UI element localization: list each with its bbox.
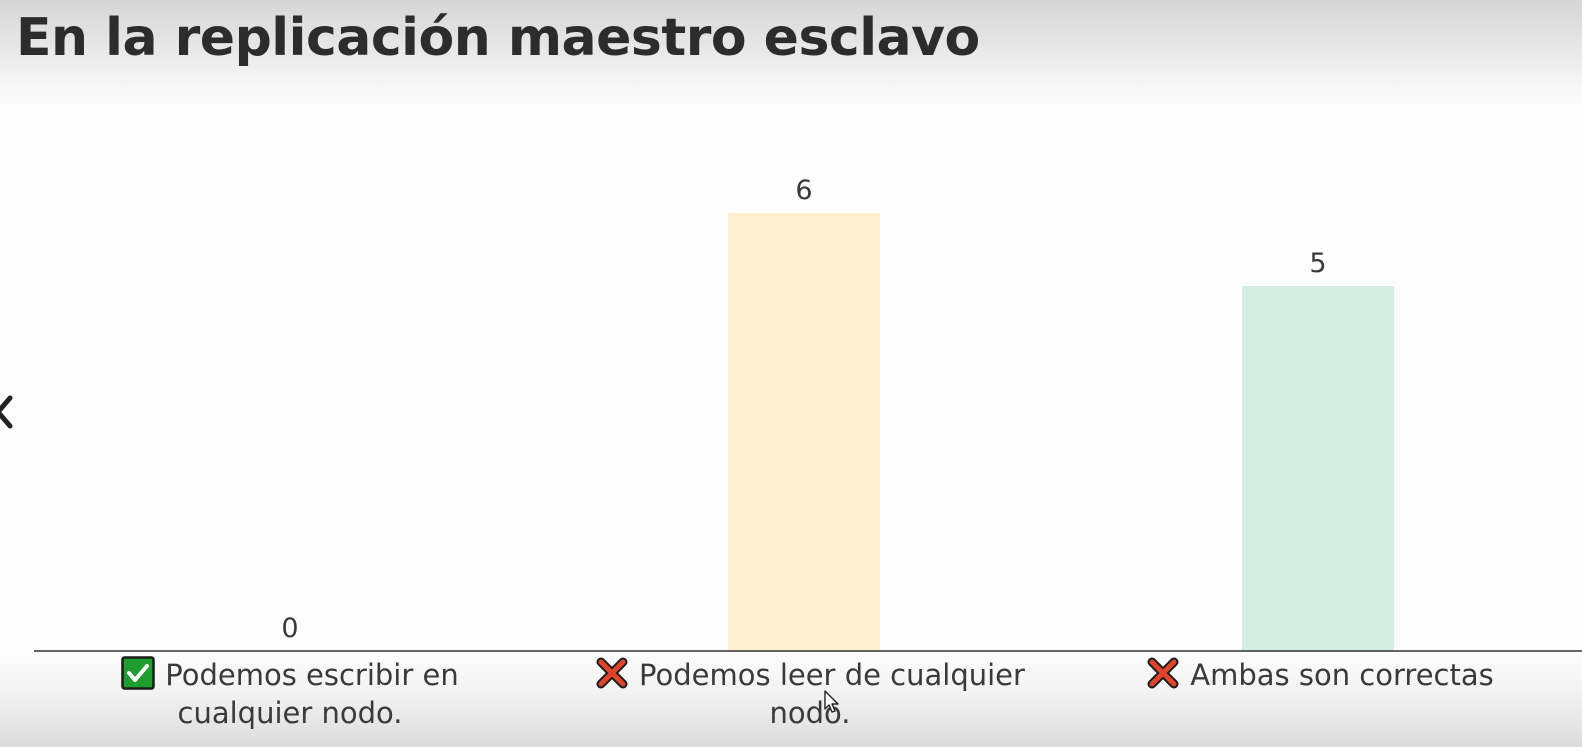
bar-3-value-label: 5	[1309, 248, 1326, 279]
mouse-pointer-icon	[824, 690, 839, 713]
option-1[interactable]: Podemos escribir en cualquier nodo.	[70, 656, 510, 732]
option-3-label: Ambas son correctas	[1190, 658, 1494, 692]
option-1-label: Podemos escribir en cualquier nodo.	[165, 658, 459, 730]
cross-icon	[596, 657, 628, 689]
chevron-left-icon[interactable]	[0, 392, 16, 432]
footer-shade	[0, 650, 1582, 747]
bar-3	[1242, 286, 1394, 651]
bar-2	[728, 213, 880, 651]
bar-2-value-label: 6	[795, 175, 812, 206]
cross-icon	[1147, 657, 1179, 689]
option-3[interactable]: Ambas son correctas	[1100, 656, 1540, 694]
slide-header: En la replicación maestro esclavo	[0, 0, 1582, 112]
option-2-label: Podemos leer de cualquier nodo.	[639, 658, 1025, 730]
check-icon	[121, 656, 155, 690]
option-2[interactable]: Podemos leer de cualquier nodo.	[590, 656, 1030, 732]
slide-title: En la replicación maestro esclavo	[16, 8, 980, 68]
bar-1-value-label: 0	[281, 613, 298, 644]
